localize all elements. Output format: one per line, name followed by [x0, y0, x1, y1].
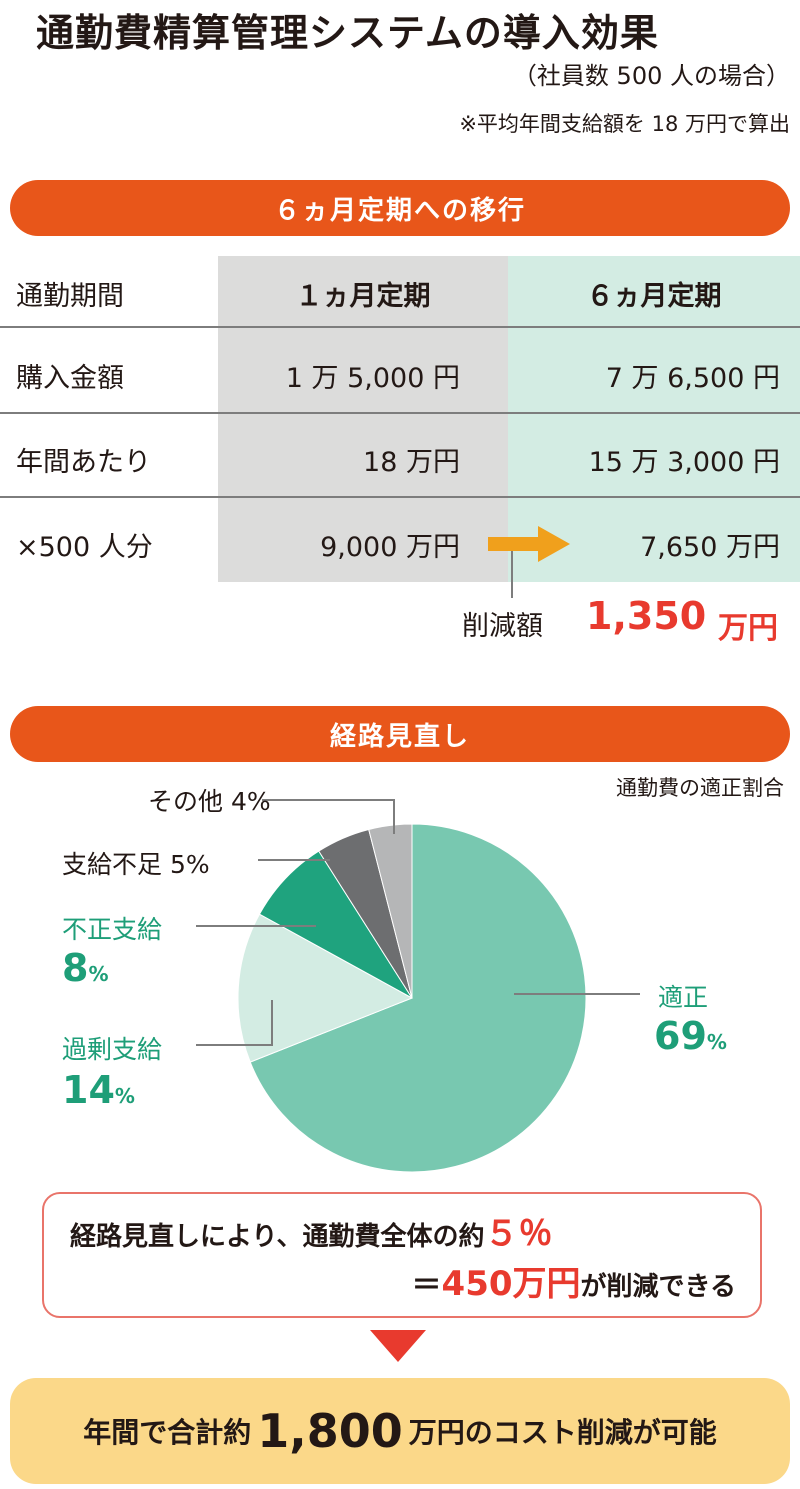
arrow-right-icon: [488, 526, 570, 598]
reduction-label: 削減額: [462, 611, 543, 642]
cell-6month: 15 万 3,000 円: [588, 447, 780, 478]
header-label: 通勤期間: [16, 281, 124, 312]
percent-sign: %: [706, 1030, 727, 1054]
percent-sign: %: [88, 962, 109, 986]
label-fraud-name: 不正支給: [62, 915, 163, 944]
header-col-6month: ６ヵ月定期: [586, 281, 722, 312]
triangle-down-icon: [370, 1330, 426, 1362]
cell-1month: 18 万円: [363, 447, 460, 478]
label-fraud-value: 8%: [62, 946, 109, 990]
proper-number: 69: [654, 1014, 707, 1058]
row-divider: [0, 496, 800, 498]
calculation-note: ※平均年間支給額を 18 万円で算出: [459, 112, 790, 136]
page-title: 通勤費精算管理システムの導入効果: [36, 11, 659, 55]
cell-6month: 7 万 6,500 円: [605, 363, 780, 394]
label-shortage: 支給不足 5%: [62, 850, 210, 879]
row-divider: [0, 326, 800, 328]
leader-line: [262, 799, 395, 834]
callout-line1: 経路見直しにより、通勤費全体の約５％: [70, 1206, 552, 1255]
excess-number: 14: [62, 1068, 115, 1112]
label-other: その他 4%: [148, 787, 271, 816]
summary-banner: 年間で合計約 1,800 万円のコスト削減が可能: [10, 1378, 790, 1484]
col-1month-bg: [218, 256, 508, 582]
callout-suffix: が削減できる: [580, 1272, 736, 1302]
summary-suffix: 万円のコスト削減が可能: [408, 1416, 717, 1449]
row-divider: [0, 412, 800, 414]
label-proper-value: 69%: [654, 1014, 727, 1058]
pie-slice-その他: [368, 823, 413, 999]
row-label: ×500 人分: [16, 532, 153, 563]
cell-1month: 9,000 万円: [320, 532, 460, 563]
pie-slice-適正: [249, 823, 587, 1173]
callout-text: 経路見直しにより、通勤費全体の約: [70, 1222, 485, 1252]
summary-prefix: 年間で合計約: [83, 1416, 252, 1449]
reduction-unit: 万円: [718, 611, 778, 646]
reduction-value: 1,350: [586, 594, 707, 638]
callout-percent: ５％: [484, 1214, 553, 1254]
cell-1month: 1 万 5,000 円: [285, 363, 460, 394]
row-label: 購入金額: [16, 363, 124, 394]
header-col-1month: １ヵ月定期: [295, 281, 431, 312]
pie-chart: [196, 799, 640, 1173]
label-excess-value: 14%: [62, 1068, 135, 1112]
callout-line2: ＝450万円が削減できる: [412, 1256, 736, 1305]
col-6month-bg: [508, 256, 800, 582]
pie-slice-過剰支給: [237, 913, 414, 1063]
label-excess-name: 過剰支給: [62, 1035, 163, 1064]
cell-6month: 7,650 万円: [640, 532, 780, 563]
callout-amount: 450万円: [441, 1264, 581, 1304]
section1-banner: ６ヵ月定期への移行: [10, 180, 790, 236]
leader-line: [196, 1000, 273, 1046]
percent-sign: %: [114, 1084, 135, 1108]
label-proper-name: 適正: [658, 983, 709, 1012]
summary-value: 1,800: [257, 1404, 403, 1458]
chart-caption: 通勤費の適正割合: [616, 776, 784, 800]
callout-equals: ＝: [411, 1268, 442, 1303]
page-subtitle: （社員数 500 人の場合）: [512, 62, 790, 90]
fraud-number: 8: [62, 946, 89, 990]
callout-box: [42, 1192, 762, 1318]
row-label: 年間あたり: [16, 447, 151, 478]
section2-banner: 経路見直し: [10, 706, 790, 762]
